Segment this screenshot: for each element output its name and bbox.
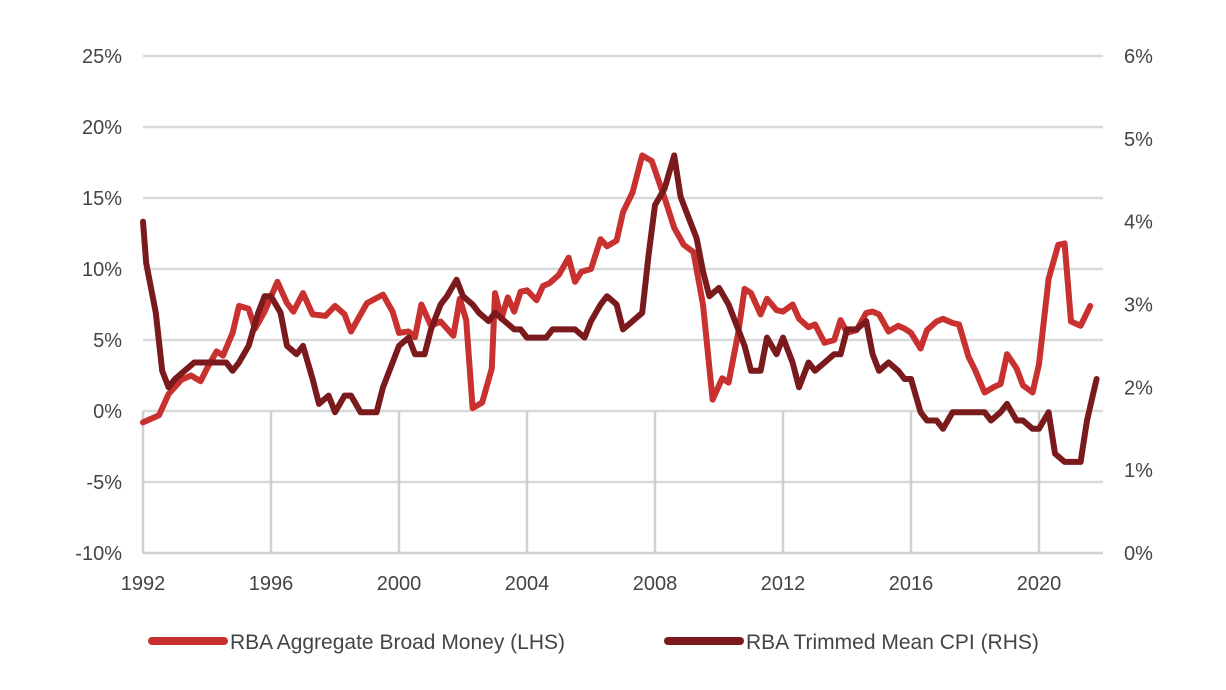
left-y-tick-label: 15% bbox=[82, 188, 122, 210]
right-y-tick-label: 3% bbox=[1124, 295, 1153, 317]
series-lines bbox=[140, 152, 1100, 465]
legend-label-broad-money: RBA Aggregate Broad Money (LHS) bbox=[230, 631, 565, 654]
x-axis bbox=[141, 411, 1103, 555]
left-y-tick-label: 10% bbox=[82, 259, 122, 281]
x-tick-label: 1996 bbox=[249, 573, 294, 595]
right-y-tick-label: 5% bbox=[1124, 129, 1153, 151]
right-y-tick-label: 6% bbox=[1124, 46, 1153, 68]
right-y-tick-label: 2% bbox=[1124, 377, 1153, 399]
left-y-tick-label: -5% bbox=[86, 472, 122, 494]
legend-label-trimmed-mean-cpi: RBA Trimmed Mean CPI (RHS) bbox=[746, 631, 1039, 654]
right-y-tick-label: 1% bbox=[1124, 460, 1153, 482]
gridlines bbox=[143, 54, 1103, 484]
x-tick-label: 2004 bbox=[505, 573, 550, 595]
x-tick-label: 2008 bbox=[633, 573, 678, 595]
right-y-tick-label: 4% bbox=[1124, 212, 1153, 234]
right-y-axis-tick-labels: 0% 1% 2% 3% 4% 5% 6% bbox=[1124, 46, 1153, 565]
left-y-tick-label: 25% bbox=[82, 46, 122, 68]
left-y-tick-label: 5% bbox=[93, 330, 122, 352]
x-axis-tick-labels: 1992 1996 2000 2004 2008 2012 2016 2020 bbox=[121, 573, 1062, 595]
x-tick-label: 2012 bbox=[761, 573, 806, 595]
x-tick-label: 1992 bbox=[121, 573, 166, 595]
right-y-tick-label: 0% bbox=[1124, 543, 1153, 565]
left-y-axis-tick-labels: -10% -5% 0% 5% 10% 15% 20% 25% bbox=[75, 46, 122, 565]
legend: RBA Aggregate Broad Money (LHS) RBA Trim… bbox=[148, 631, 1039, 654]
x-tick-label: 2020 bbox=[1017, 573, 1062, 595]
x-tick-label: 2016 bbox=[889, 573, 934, 595]
series-line-trimmed-mean-cpi bbox=[140, 152, 1100, 465]
series-line-broad-money bbox=[140, 152, 1094, 426]
left-y-tick-label: 20% bbox=[82, 117, 122, 139]
left-y-tick-label: 0% bbox=[93, 401, 122, 423]
left-y-tick-label: -10% bbox=[75, 543, 122, 565]
x-tick-label: 2000 bbox=[377, 573, 422, 595]
